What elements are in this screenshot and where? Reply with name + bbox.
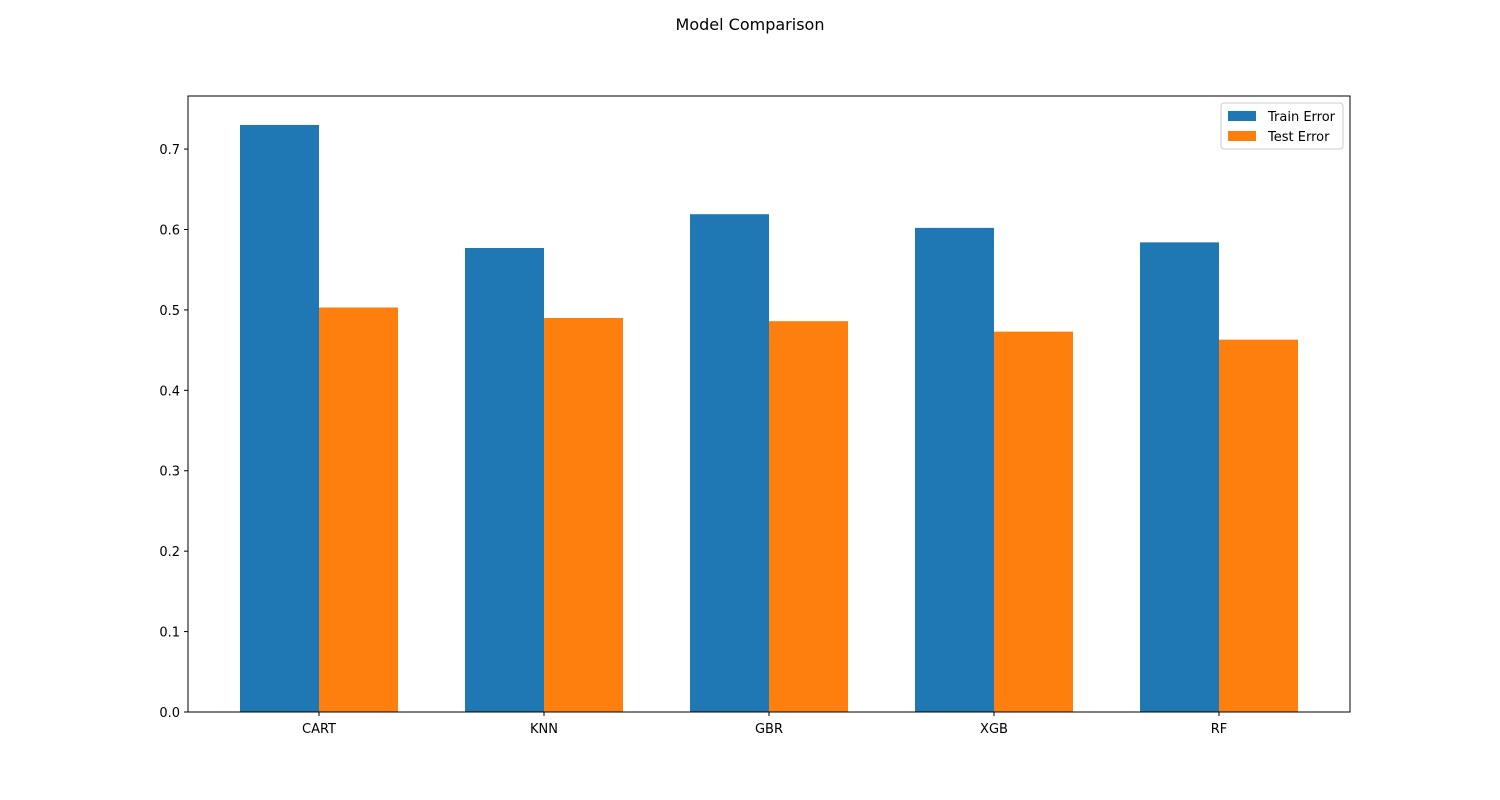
bar-train-error-rf: [1140, 242, 1219, 713]
bar-test-error-gbr: [769, 321, 848, 712]
legend-label: Train Error: [1267, 110, 1336, 125]
y-tick-label: 0.0: [159, 706, 180, 721]
bar-train-error-gbr: [690, 214, 769, 712]
y-tick-label: 0.6: [159, 223, 180, 238]
bar-train-error-cart: [240, 124, 319, 713]
y-tick-label: 0.7: [159, 143, 180, 158]
y-tick-label: 0.4: [159, 384, 180, 399]
x-tick-label: RF: [1211, 722, 1228, 737]
y-axis: 0.0 0.1 0.2 0.3 0.4 0.5 0.6 0.7: [159, 143, 188, 721]
y-tick-label: 0.1: [159, 626, 180, 641]
bar-test-error-cart: [319, 307, 398, 712]
plot-area: [240, 124, 1298, 713]
chart-title: Model Comparison: [676, 15, 825, 34]
legend-swatch: [1228, 131, 1256, 141]
legend-label: Test Error: [1267, 130, 1330, 145]
bar-train-error-knn: [465, 247, 544, 712]
y-tick-label: 0.3: [159, 465, 180, 480]
bar-test-error-knn: [544, 317, 623, 712]
y-tick-label: 0.5: [159, 304, 180, 319]
legend-swatch: [1228, 111, 1256, 121]
bar-test-error-xgb: [994, 331, 1073, 712]
legend: Train Error Test Error: [1220, 102, 1344, 150]
x-tick-label: GBR: [755, 722, 783, 737]
x-tick-label: XGB: [980, 722, 1008, 737]
x-tick-label: CART: [302, 722, 336, 737]
bar-test-error-rf: [1219, 339, 1298, 712]
x-axis: CART KNN GBR XGB RF: [302, 712, 1227, 737]
y-tick-label: 0.2: [159, 545, 180, 560]
bar-train-error-xgb: [915, 227, 994, 712]
x-tick-label: KNN: [530, 722, 558, 737]
